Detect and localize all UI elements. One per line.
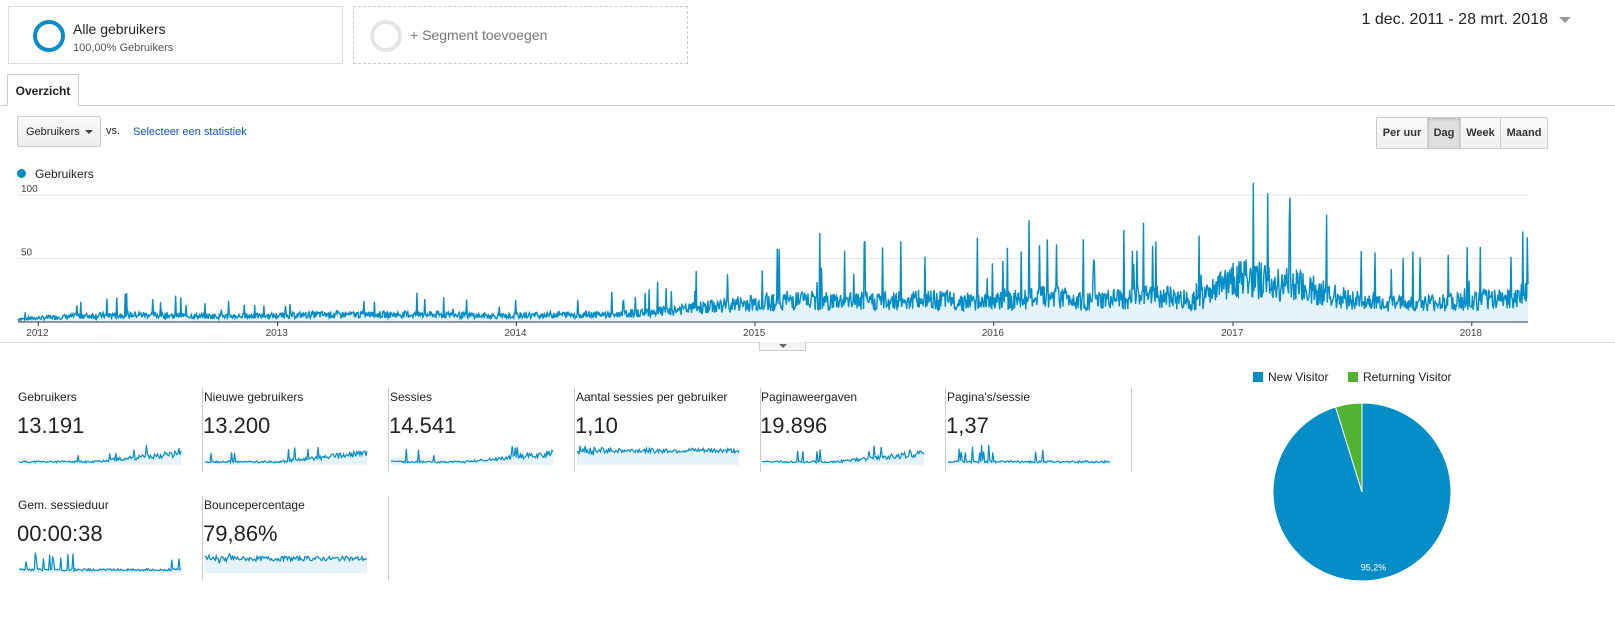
scorecard-label: Nieuwe gebruikers <box>204 390 304 404</box>
week-button[interactable]: Week <box>1460 118 1500 148</box>
segment-all-users[interactable]: Alle gebruikers 100,00% Gebruikers <box>8 6 343 64</box>
sparkline <box>204 447 368 465</box>
scorecard-label: Pagina's/sessie <box>947 390 1031 404</box>
chevron-down-icon[interactable] <box>1559 17 1571 23</box>
x-tick-label: 2012 <box>26 328 49 339</box>
sparkline-line <box>204 447 368 465</box>
scorecard-value: 79,86% <box>203 521 278 546</box>
segment-title: Alle gebruikers <box>73 21 166 37</box>
tab-divider <box>0 105 1615 106</box>
segment-subtitle: 100,00% Gebruikers <box>73 42 174 54</box>
pie-slice[interactable] <box>1334 402 1363 493</box>
pie-legend-returning-visitor[interactable]: Returning Visitor <box>1348 370 1452 384</box>
sparkline-line <box>18 552 182 574</box>
visitor-type-pie-chart: 95,2% <box>1272 402 1452 582</box>
sparkline <box>761 445 925 465</box>
legend-marker <box>17 169 26 178</box>
series-line <box>17 182 1529 323</box>
scorecard-avg-session-duration[interactable]: Gem. sessieduur 00:00:38 <box>17 496 203 580</box>
sparkline <box>18 552 182 574</box>
caret-down-icon <box>779 344 787 348</box>
x-tick-label: 2017 <box>1221 328 1244 339</box>
legend-swatch <box>1253 372 1263 382</box>
y-tick-label: 50 <box>21 248 33 259</box>
collapse-chart-handle[interactable] <box>759 342 806 351</box>
sparkline-line <box>390 446 554 465</box>
add-segment-label: + Segment toevoegen <box>410 27 548 43</box>
scorecard-users[interactable]: Gebruikers 13.191 <box>17 388 203 472</box>
scorecard-value: 14.541 <box>389 413 457 438</box>
scorecard-value: 00:00:38 <box>17 521 103 546</box>
time-granularity-group: Per uur Dag Week Maand <box>1376 117 1548 149</box>
sparkline <box>390 446 554 465</box>
scorecard-label: Paginaweergaven <box>761 390 858 404</box>
scorecard-bounce-rate[interactable]: Bouncepercentage 79,86% <box>203 496 389 580</box>
scorecard-value: 19.896 <box>760 413 828 438</box>
sparkline <box>947 444 1111 465</box>
pie-slice-label: 95,2% <box>1361 563 1387 573</box>
date-range-picker[interactable]: 1 dec. 2011 - 28 mrt. 2018 <box>1361 11 1548 28</box>
sparkline-fill <box>19 445 181 465</box>
scorecard-value: 1,37 <box>946 413 989 438</box>
scorecard-label: Sessies <box>390 390 433 404</box>
metric-select-value: Gebruikers <box>26 126 80 138</box>
day-button[interactable]: Dag <box>1427 118 1460 148</box>
sparkline-fill <box>205 447 367 465</box>
legend-label: Gebruikers <box>35 167 94 181</box>
sparkline <box>18 445 182 465</box>
sparkline-line <box>576 445 740 456</box>
scorecard-pageviews[interactable]: Paginaweergaven 19.896 <box>760 388 946 472</box>
sparkline-line <box>204 552 368 564</box>
sparkline <box>204 552 368 573</box>
x-tick-label: 2016 <box>982 328 1005 339</box>
caret-down-icon <box>85 130 93 134</box>
tab-overview[interactable]: Overzicht <box>7 74 79 106</box>
legend-swatch <box>1348 372 1358 382</box>
scorecard-label: Gem. sessieduur <box>18 498 109 512</box>
legend-label: Returning Visitor <box>1363 370 1452 384</box>
sparkline-line <box>18 445 182 464</box>
scorecard-sessions-per-user[interactable]: Aantal sessies per gebruiker 1,10 <box>575 388 761 472</box>
y-tick-label: 100 <box>21 184 38 195</box>
scorecard-value: 13.191 <box>17 413 85 438</box>
scorecard-label: Aantal sessies per gebruiker <box>576 390 728 404</box>
chart-divider <box>0 342 1615 343</box>
sparkline <box>576 445 740 465</box>
sparkline-line <box>761 445 925 465</box>
scorecard-pages-per-session[interactable]: Pagina's/sessie 1,37 <box>946 388 1132 472</box>
pie-legend-new-visitor[interactable]: New Visitor <box>1253 370 1328 384</box>
users-line-chart: 100 50 2012 2013 2014 2015 2016 2017 2018 <box>17 182 1529 339</box>
scorecard-sessions[interactable]: Sessies 14.541 <box>389 388 575 472</box>
sparkline-line <box>947 444 1111 465</box>
segment-ring-icon <box>33 20 65 52</box>
vs-label: vs. <box>106 125 121 137</box>
scorecard-value: 1,10 <box>575 413 618 438</box>
metric-select[interactable]: Gebruikers <box>17 116 101 147</box>
select-metric-link[interactable]: Selecteer een statistiek <box>133 126 247 138</box>
scorecard-label: Gebruikers <box>18 390 77 404</box>
x-tick-label: 2018 <box>1460 328 1483 339</box>
empty-ring-icon <box>370 20 402 52</box>
sparkline-fill <box>205 553 367 573</box>
per-hour-button[interactable]: Per uur <box>1377 118 1427 148</box>
scorecard-new-users[interactable]: Nieuwe gebruikers 13.200 <box>203 388 389 472</box>
x-tick-label: 2015 <box>743 328 766 339</box>
add-segment-button[interactable]: + Segment toevoegen <box>353 6 688 64</box>
month-button[interactable]: Maand <box>1500 118 1547 148</box>
legend-label: New Visitor <box>1268 370 1329 384</box>
x-tick-label: 2014 <box>504 328 527 339</box>
x-tick-label: 2013 <box>266 328 289 339</box>
scorecard-value: 13.200 <box>203 413 271 438</box>
scorecard-label: Bouncepercentage <box>204 498 305 512</box>
